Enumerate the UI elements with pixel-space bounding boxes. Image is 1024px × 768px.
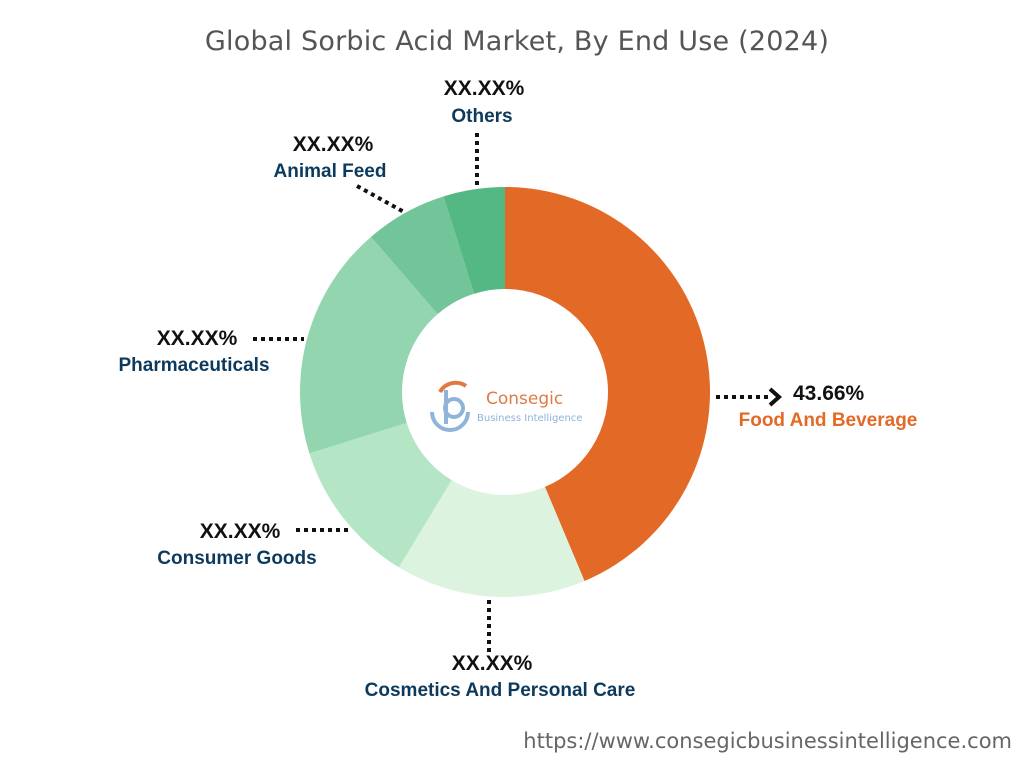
slice-name: Consumer Goods xyxy=(157,548,316,569)
slice-name: Animal Feed xyxy=(274,161,387,182)
slice-name: Food And Beverage xyxy=(739,410,918,431)
slice-percentage: 43.66% xyxy=(793,382,865,405)
slice-animal-feed xyxy=(370,196,475,315)
slice-others xyxy=(443,187,505,294)
slice-name: Cosmetics And Personal Care xyxy=(365,680,636,701)
slice-pharmaceuticals xyxy=(300,236,438,454)
leader-lines xyxy=(253,133,783,652)
slice-labels: 43.66% Food And Beverage XX.XX% Cosmetics A… xyxy=(118,77,917,701)
arrow-head-icon xyxy=(768,387,783,407)
slice-name: Pharmaceuticals xyxy=(118,355,269,376)
slice-name: Others xyxy=(451,106,512,127)
leader-line xyxy=(356,184,405,214)
source-url: https://www.consegicbusinessintelligence… xyxy=(523,729,1012,753)
slice-cosmetics-and-personal-care xyxy=(398,480,585,597)
logo-icon xyxy=(430,380,470,432)
slice-percentage: XX.XX% xyxy=(452,652,533,675)
slice-percentage: XX.XX% xyxy=(200,520,281,543)
chart-title: Global Sorbic Acid Market, By End Use (2… xyxy=(204,26,830,57)
slice-percentage: XX.XX% xyxy=(444,77,525,100)
consegic-logo: Consegic Business Intelligence xyxy=(430,380,582,432)
slice-consumer-goods xyxy=(309,422,452,568)
slice-food-and-beverage xyxy=(505,187,710,581)
logo-tagline: Business Intelligence xyxy=(477,413,582,424)
slice-percentage: XX.XX% xyxy=(293,133,374,156)
donut-slices xyxy=(300,187,710,597)
slice-percentage: XX.XX% xyxy=(157,327,238,350)
logo-name: Consegic xyxy=(486,389,563,409)
